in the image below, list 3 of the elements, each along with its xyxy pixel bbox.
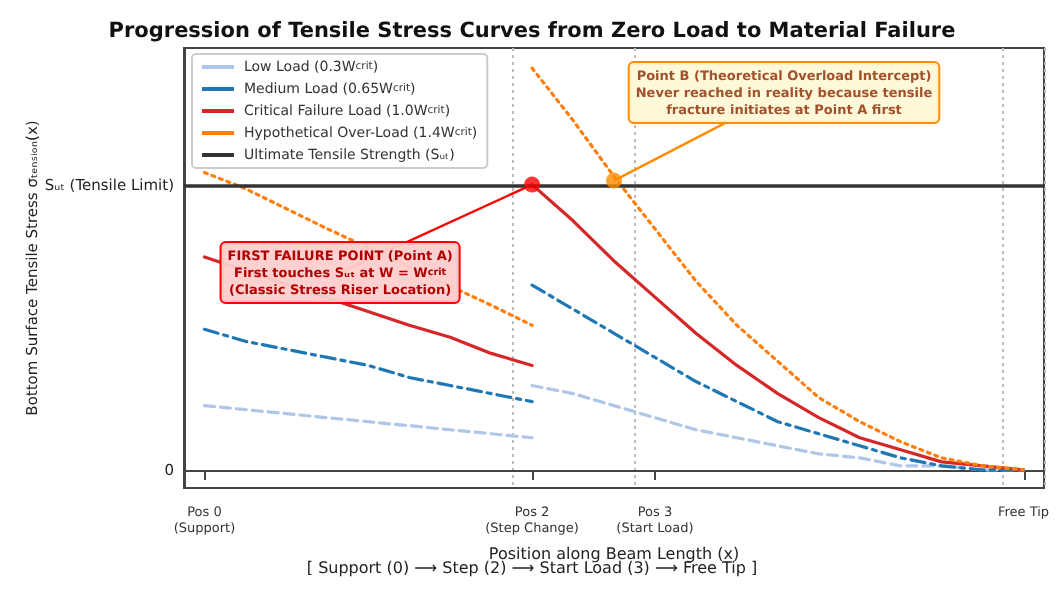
x-axis-title: Position along Beam Length (x) (488, 545, 740, 563)
chart-title: Progression of Tensile Stress Curves from Zero Load to Material Failure (108, 19, 956, 43)
text: [ Support (0) ⟶ Step (2) ⟶ Start Load (3) ⟶ Free Tip ] (306, 559, 758, 577)
